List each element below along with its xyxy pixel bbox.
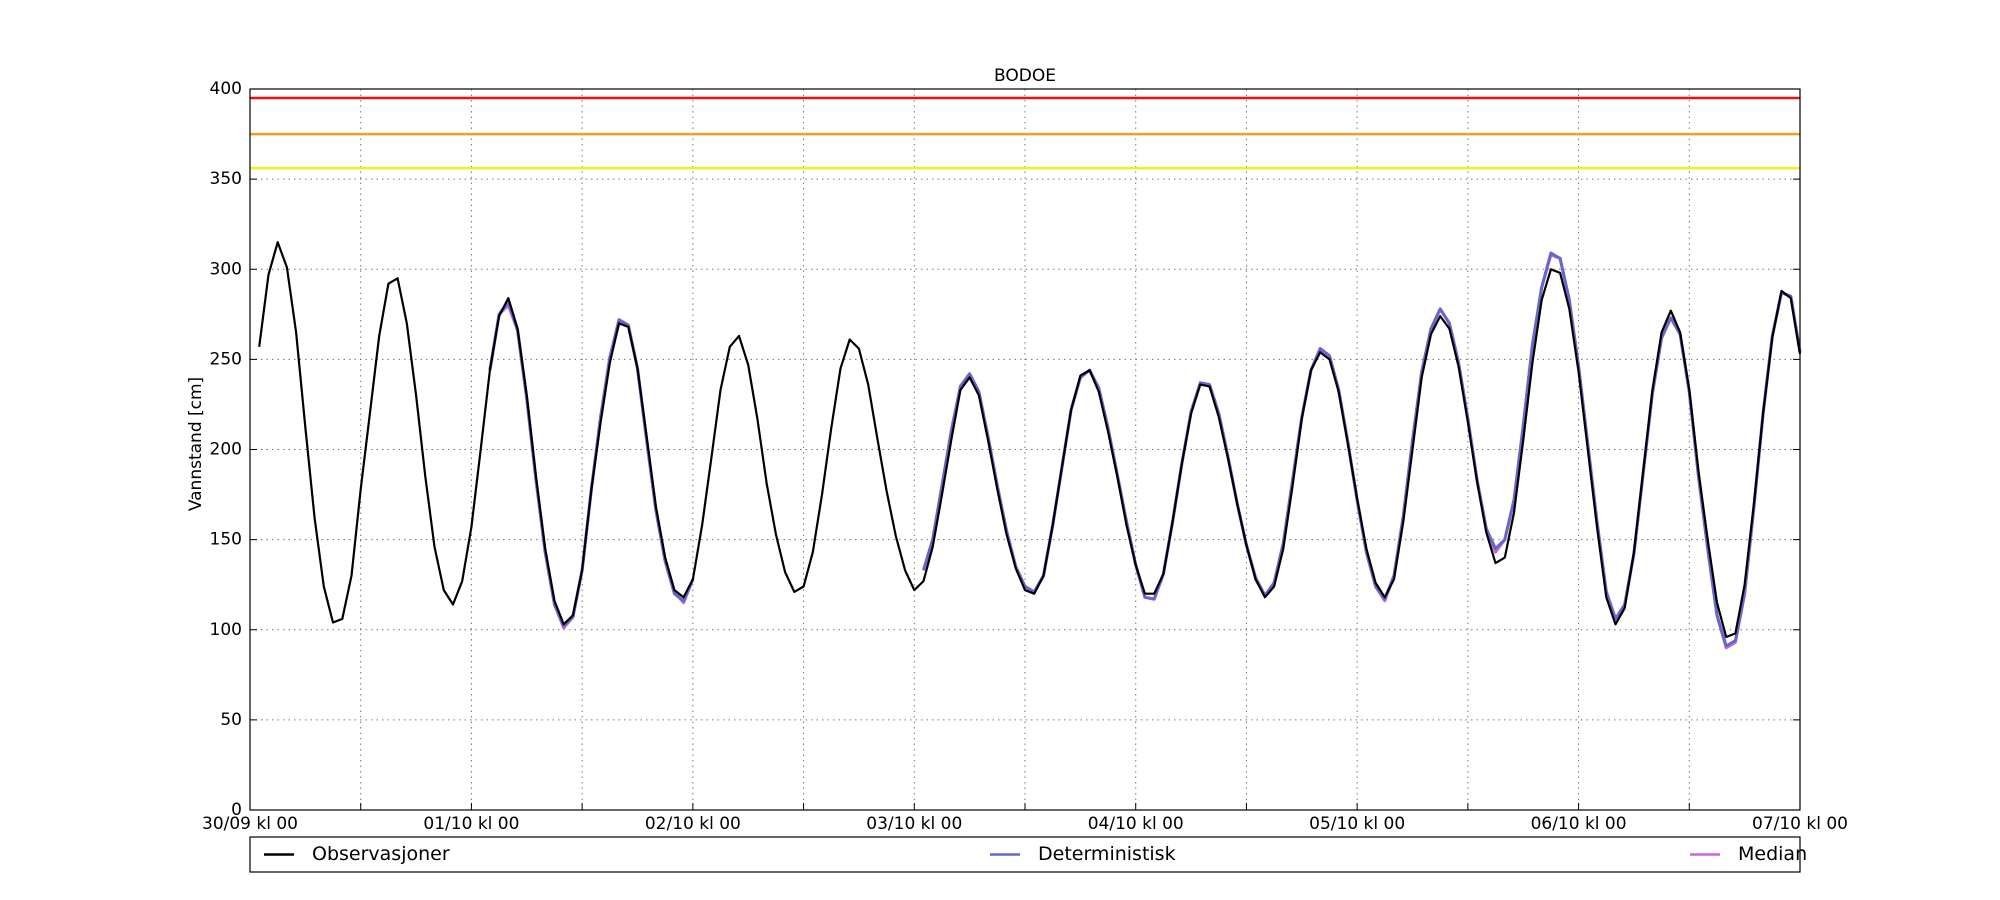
y-tick-label: 150 xyxy=(210,530,242,550)
legend-label: Median xyxy=(1738,843,1807,865)
y-tick-label: 250 xyxy=(210,349,242,369)
x-tick-label: 05/10 kl 00 xyxy=(1309,814,1405,834)
x-tick-label: 07/10 kl 00 xyxy=(1752,814,1848,834)
y-axis-label: Vannstand [cm] xyxy=(186,377,206,511)
series-line xyxy=(258,241,1802,639)
y-tick-label: 400 xyxy=(210,79,242,99)
y-tick-label: 300 xyxy=(210,259,242,279)
x-tick-label: 04/10 kl 00 xyxy=(1088,814,1184,834)
legend-label: Observasjoner xyxy=(312,843,450,865)
y-tick-label: 0 xyxy=(231,800,242,820)
x-tick-label: 06/10 kl 00 xyxy=(1531,814,1627,834)
x-tick-label: 03/10 kl 00 xyxy=(866,814,962,834)
y-tick-label: 50 xyxy=(220,710,242,730)
y-tick-label: 350 xyxy=(210,169,242,189)
x-tick-label: 30/09 kl 00 xyxy=(202,814,298,834)
y-tick-label: 100 xyxy=(210,620,242,640)
plot-frame xyxy=(249,88,1801,811)
y-tick-label: 200 xyxy=(210,440,242,460)
chart-title: BODOE xyxy=(994,66,1056,86)
x-tick-label: 01/10 kl 00 xyxy=(423,814,519,834)
legend-box xyxy=(249,836,1801,873)
series-line xyxy=(488,253,1802,650)
legend-label: Deterministisk xyxy=(1038,843,1176,865)
x-tick-label: 02/10 kl 00 xyxy=(645,814,741,834)
